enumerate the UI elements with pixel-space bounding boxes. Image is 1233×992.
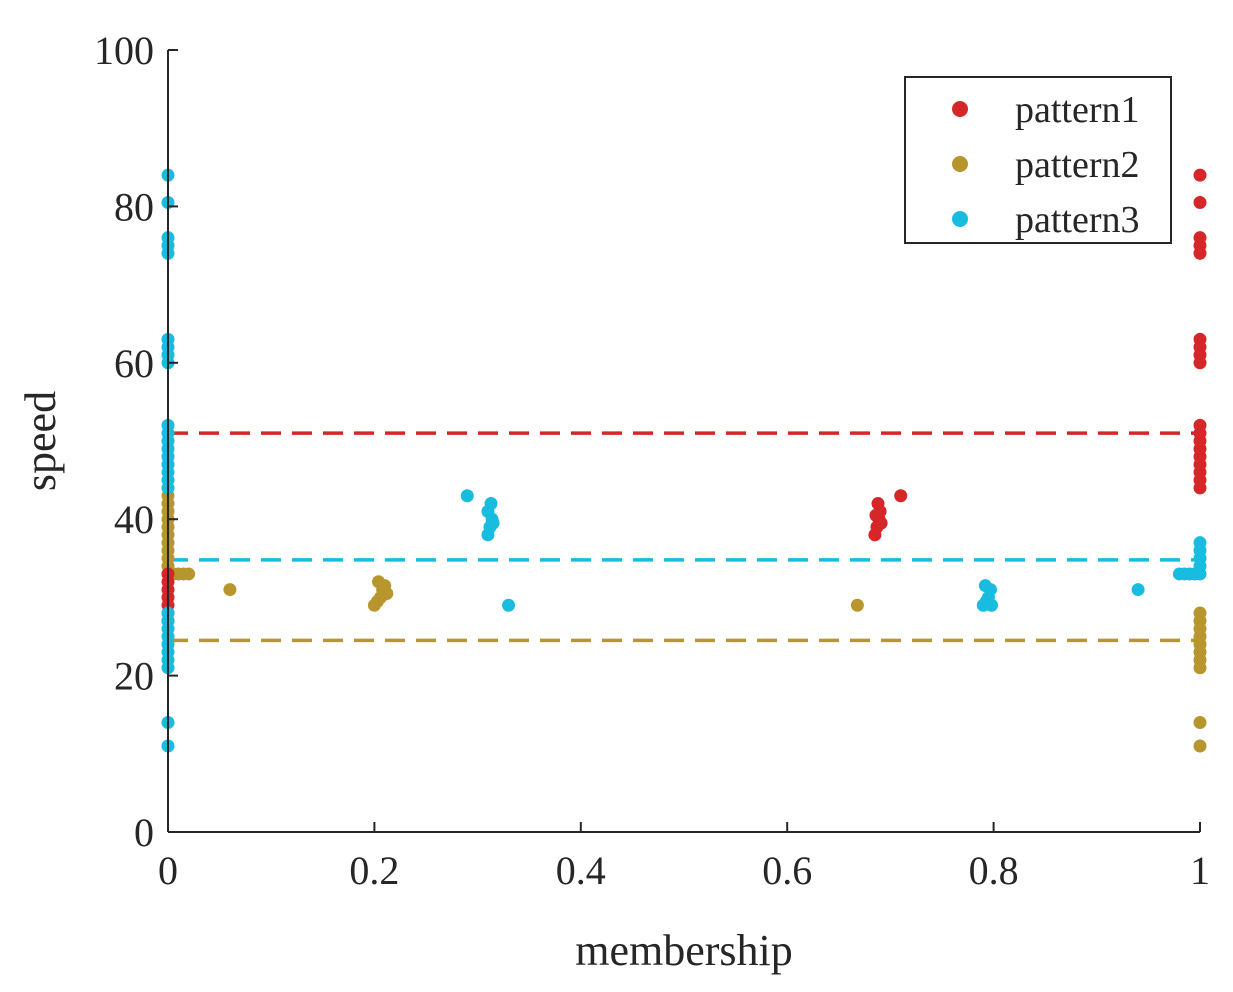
pattern1-point <box>894 489 908 503</box>
pattern3-point <box>486 516 500 530</box>
y-tick-label: 100 <box>94 28 154 73</box>
x-tick-label: 0.4 <box>556 848 606 893</box>
pattern2-point <box>380 586 394 600</box>
y-tick-label: 60 <box>114 341 154 386</box>
legend-box <box>904 76 1172 244</box>
pattern2-point <box>850 598 864 612</box>
pattern2-point <box>182 567 196 581</box>
x-tick-label: 0.2 <box>349 848 399 893</box>
x-tick-label: 0.6 <box>762 848 812 893</box>
y-tick-label: 20 <box>114 654 154 699</box>
pattern3-point <box>1131 583 1145 597</box>
pattern1-point <box>1193 195 1207 209</box>
pattern3-point <box>484 497 498 511</box>
axes: 0 0.2 0.4 0.6 0.8 1 0 20 40 60 80 100 <box>94 28 1210 893</box>
pattern1-point <box>1193 168 1207 182</box>
pattern3-point <box>460 489 474 503</box>
pattern3-point <box>1193 536 1207 550</box>
y-tick-label: 80 <box>114 184 154 229</box>
x-axis-label: membership <box>575 926 793 975</box>
legend-label-pattern1: pattern1 <box>1015 89 1140 131</box>
pattern2-point <box>372 575 386 589</box>
pattern3-point <box>978 579 992 593</box>
legend-marker-pattern3 <box>952 211 968 227</box>
legend-marker-pattern1 <box>952 101 968 117</box>
y-axis-label: speed <box>16 391 65 491</box>
pattern1-point <box>869 508 883 522</box>
x-tick-label: 0 <box>158 848 178 893</box>
y-tick-label: 0 <box>134 810 154 855</box>
pattern3-point <box>502 598 516 612</box>
pattern1-point <box>1193 418 1207 432</box>
pattern1-point <box>871 497 885 511</box>
pattern2-point <box>223 583 237 597</box>
legend-marker-pattern2 <box>952 156 968 172</box>
pattern3-point <box>985 598 999 612</box>
pattern2-point <box>1193 716 1207 730</box>
pattern2-point <box>1193 739 1207 753</box>
y-tick-label: 40 <box>114 497 154 542</box>
legend: pattern1 pattern2 pattern3 <box>904 76 1172 244</box>
plot-area <box>161 168 1207 753</box>
legend-label-pattern2: pattern2 <box>1015 144 1140 186</box>
x-tick-label: 0.8 <box>969 848 1019 893</box>
pattern2-point <box>1193 606 1207 620</box>
legend-label-pattern3: pattern3 <box>1015 199 1140 241</box>
x-tick-label: 1 <box>1190 848 1210 893</box>
pattern1-point <box>1193 332 1207 346</box>
pattern1-point <box>1193 231 1207 245</box>
